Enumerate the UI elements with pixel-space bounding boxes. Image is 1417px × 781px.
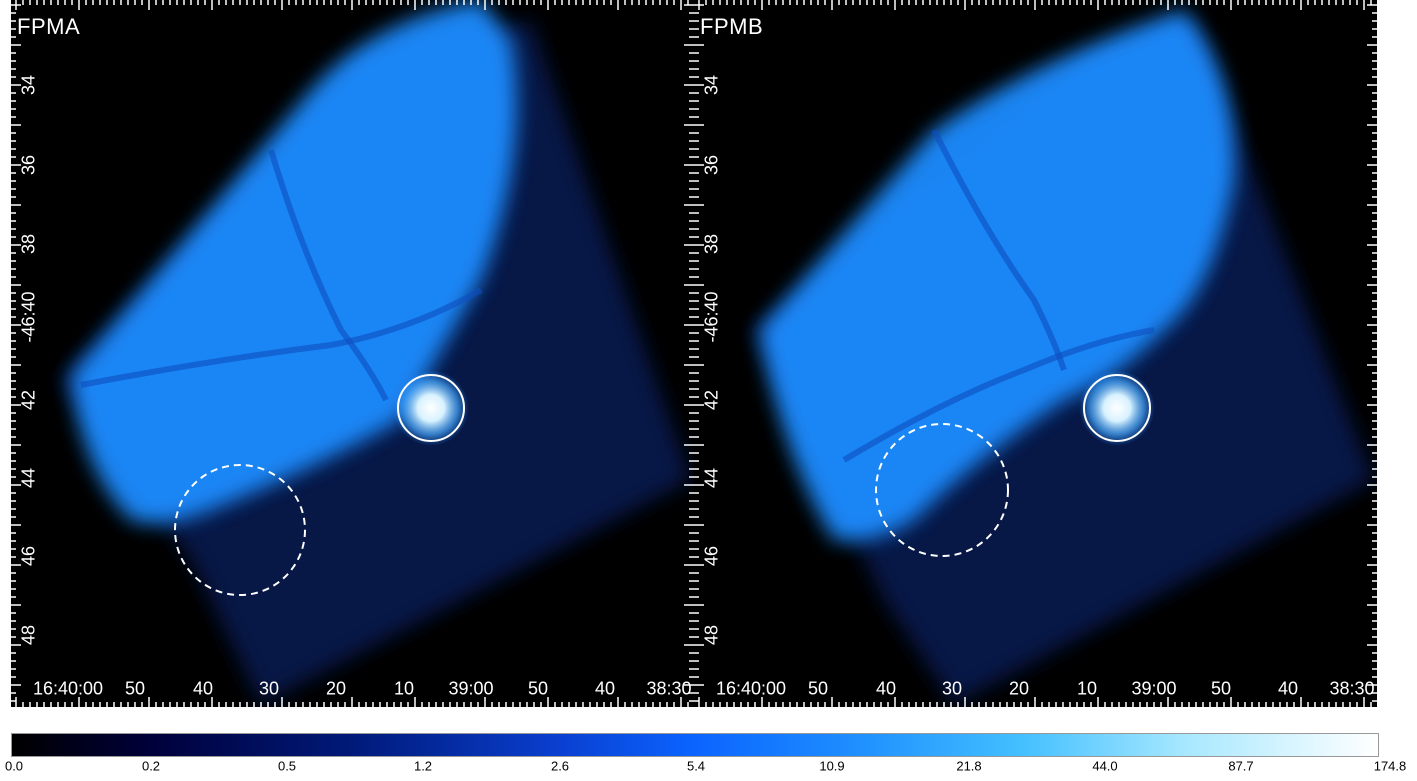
colorbar-label: 0.0 [4, 758, 24, 774]
colorbar-label: 0.5 [277, 758, 297, 774]
xray-image [694, 0, 1377, 707]
x-tick-label: 50 [124, 678, 146, 699]
panel-label: FPMA [17, 14, 81, 39]
axis-ticks [11, 0, 694, 707]
x-tick-label: 40 [1277, 678, 1299, 699]
xray-image [11, 0, 694, 707]
y-tick-label: -46:40 [701, 291, 722, 343]
source-region [397, 374, 465, 442]
x-tick-label: 10 [393, 678, 415, 699]
colorbar [11, 733, 1379, 757]
y-tick-label: 44 [701, 467, 722, 489]
detector-gap-2 [80, 287, 483, 388]
axis-ticks [694, 0, 1377, 707]
y-tick-label: 34 [18, 74, 39, 96]
colorbar-label: 174.8 [1373, 758, 1407, 774]
y-tick-label: 46 [701, 545, 722, 567]
y-tick-label: 38 [18, 233, 39, 255]
source-region [1083, 374, 1151, 442]
x-tick-label: 40 [192, 678, 214, 699]
x-tick-label: 50 [527, 678, 549, 699]
x-tick-label: 50 [807, 678, 829, 699]
y-tick-label: 36 [701, 154, 722, 176]
colorbar-label: 2.6 [550, 758, 570, 774]
y-tick-label: 36 [18, 154, 39, 176]
colorbar-label: 10.9 [819, 758, 845, 774]
diffuse-region [759, 10, 1235, 541]
y-tick-label: 38 [701, 233, 722, 255]
y-tick-label: 44 [18, 467, 39, 489]
y-tick-label: 46 [18, 545, 39, 567]
y-tick-label: 34 [701, 74, 722, 96]
y-tick-label: -46:40 [18, 291, 39, 343]
x-tick-label: 20 [1008, 678, 1030, 699]
panel-label: FPMB [700, 14, 764, 39]
colorbar-label: 0.2 [141, 758, 161, 774]
x-tick-label: 39:00 [448, 678, 494, 699]
x-tick-label: 10 [1076, 678, 1098, 699]
y-tick-label: 42 [701, 389, 722, 411]
image-panel-fpmb: FPMB 34 36 38 -46:40 42 44 46 48 16:40:0… [694, 0, 1377, 707]
x-tick-label: 40 [594, 678, 616, 699]
y-tick-label: 48 [18, 624, 39, 646]
colorbar-label: 44.0 [1092, 758, 1118, 774]
x-tick-label: 40 [875, 678, 897, 699]
y-tick-label: 48 [701, 624, 722, 646]
colorbar-label: 21.8 [956, 758, 982, 774]
detector-gap-1 [931, 128, 1067, 371]
x-tick-label: 30 [258, 678, 280, 699]
x-tick-label: 38:30 [646, 678, 692, 699]
x-tick-label: 30 [941, 678, 963, 699]
colorbar-label: 5.4 [686, 758, 706, 774]
background-region [875, 423, 1009, 557]
detector-gap-1 [268, 149, 389, 402]
detector-gap-2 [842, 327, 1155, 463]
x-tick-label: 16:40:00 [32, 678, 104, 699]
colorbar-label: 87.7 [1228, 758, 1254, 774]
x-tick-label: 38:30 [1329, 678, 1375, 699]
point-source [1079, 370, 1155, 446]
image-panel-fpma: FPMA 34 36 38 -46:40 42 44 46 48 16:40:0… [11, 0, 694, 707]
x-tick-label: 39:00 [1131, 678, 1177, 699]
y-tick-label: 42 [18, 389, 39, 411]
x-tick-label: 50 [1210, 678, 1232, 699]
background-region [174, 464, 306, 596]
x-tick-label: 20 [325, 678, 347, 699]
colorbar-label: 1.2 [413, 758, 433, 774]
x-tick-label: 16:40:00 [715, 678, 787, 699]
point-source [393, 370, 469, 446]
